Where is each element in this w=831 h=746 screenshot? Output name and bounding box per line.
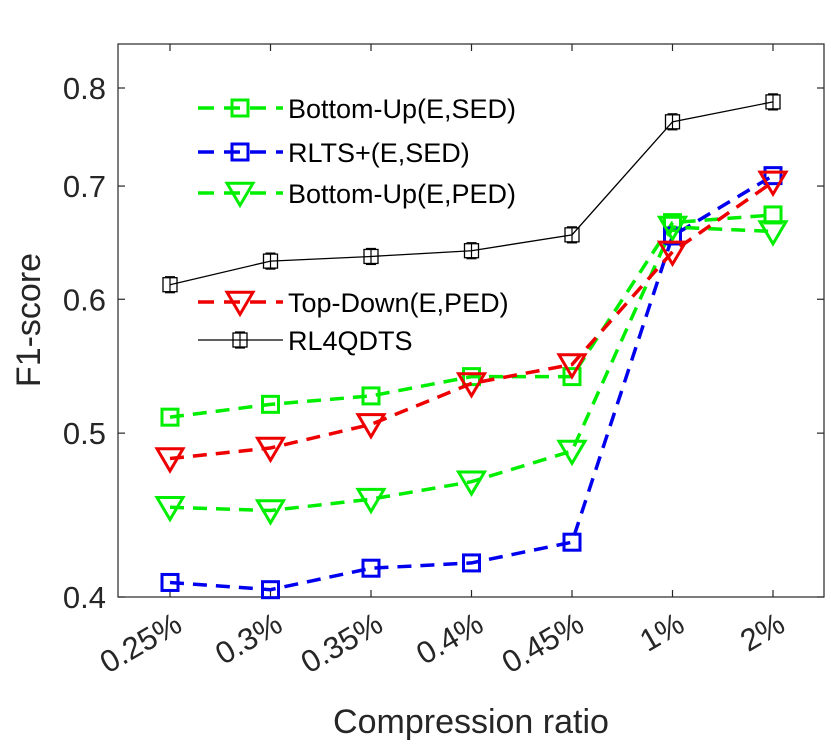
y-tick-label: 0.4: [63, 580, 106, 615]
data-point: [664, 113, 681, 131]
y-tick-label: 0.5: [63, 416, 106, 451]
legend: Bottom-Up(E,SED) RLTS+(E,SED) Bottom-Up(E,…: [198, 94, 516, 356]
data-point: [160, 572, 180, 592]
x-tick-label: 0.45%: [496, 606, 590, 680]
data-point: [765, 93, 781, 111]
series-1: [160, 166, 783, 600]
series-line: [169, 180, 775, 461]
data-point: [564, 226, 580, 244]
legend-label: Bottom-Up(E,SED): [288, 94, 516, 124]
legend-label: Top-Down(E,PED): [288, 288, 509, 318]
data-point: [463, 242, 480, 260]
legend-item: Bottom-Up(E,PED): [198, 179, 516, 209]
series-4: [162, 93, 781, 294]
y-tick-label: 0.7: [63, 169, 106, 204]
data-point: [562, 367, 582, 387]
data-point: [562, 532, 582, 552]
data-point: [556, 439, 588, 467]
data-point: [162, 276, 178, 294]
series-layer: [154, 93, 789, 600]
series-line: [169, 213, 774, 419]
data-point: [261, 394, 280, 414]
legend-item: Bottom-Up(E,SED): [198, 94, 516, 124]
x-tick-label: 2%: [734, 606, 790, 659]
data-point: [462, 553, 481, 573]
data-point: [757, 170, 789, 198]
y-tick-label: 0.8: [63, 71, 106, 106]
legend-item: RLTS+(E,SED): [198, 138, 470, 168]
data-point: [455, 470, 488, 498]
x-tick-label: 0.35%: [295, 606, 389, 680]
legend-marker: [230, 142, 250, 162]
x-tick-label: 0.3%: [209, 606, 288, 672]
series-3: [154, 170, 789, 474]
legend-marker: [224, 181, 256, 209]
data-point: [262, 252, 279, 270]
data-point: [154, 496, 186, 523]
data-point: [757, 220, 789, 247]
series-line: [169, 174, 774, 592]
data-point: [160, 407, 180, 427]
data-point: [254, 499, 287, 526]
data-point: [763, 166, 783, 186]
legend-marker: [230, 98, 250, 118]
data-point: [254, 436, 287, 464]
data-point: [361, 386, 381, 406]
x-tick-label: 1%: [634, 606, 690, 659]
data-point: [556, 353, 588, 380]
y-axis-label: F1-score: [10, 253, 48, 387]
legend-label: Bottom-Up(E,PED): [288, 179, 516, 209]
legend-item: Top-Down(E,PED): [198, 288, 509, 318]
x-tick-label: 0.4%: [410, 606, 489, 672]
data-point: [355, 413, 387, 440]
series-line: [169, 225, 774, 513]
legend-marker: [232, 331, 248, 349]
legend-label: RL4QDTS: [288, 326, 413, 356]
legend-label: RLTS+(E,SED): [288, 138, 470, 168]
series-2: [154, 215, 789, 526]
legend-marker: [224, 290, 256, 318]
data-point: [154, 447, 186, 474]
plot-area: [117, 43, 825, 598]
x-axis-label: Compression ratio: [333, 703, 609, 741]
data-point: [656, 240, 689, 268]
data-point: [361, 558, 381, 578]
data-point: [261, 580, 280, 600]
x-tick-label: 0.25%: [94, 606, 188, 680]
data-point: [355, 487, 387, 515]
data-point: [656, 215, 689, 243]
data-point: [455, 372, 488, 399]
y-tick-label: 0.6: [63, 282, 106, 317]
legend-item: RL4QDTS: [198, 326, 413, 356]
data-point: [363, 247, 379, 266]
